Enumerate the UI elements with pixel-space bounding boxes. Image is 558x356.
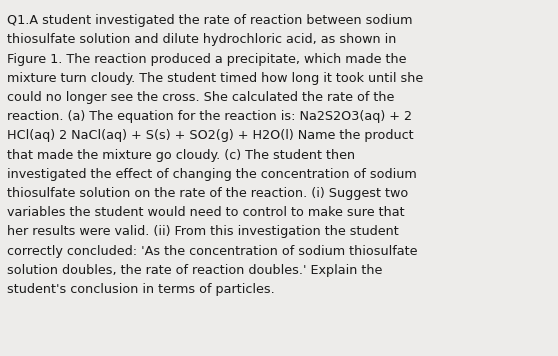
Text: Q1.A student investigated the rate of reaction between sodium
thiosulfate soluti: Q1.A student investigated the rate of re… bbox=[7, 14, 423, 296]
